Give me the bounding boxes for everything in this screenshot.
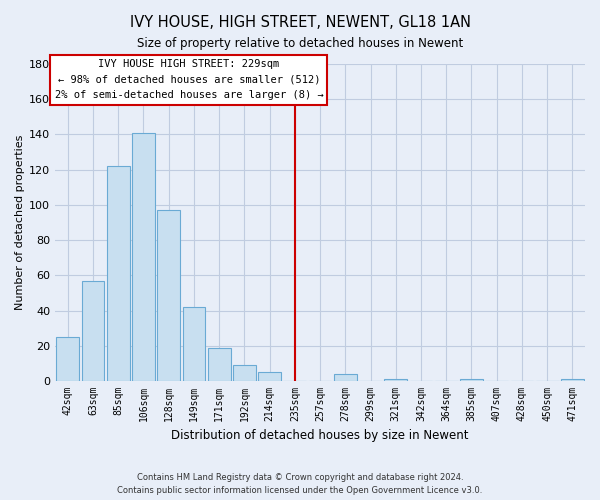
Bar (561, 380, 584, 381)
Bar (334, 374, 356, 381)
Bar (182, 307, 205, 381)
Bar (460, 380, 483, 381)
Bar (132, 132, 155, 381)
Text: Size of property relative to detached houses in Newent: Size of property relative to detached ho… (137, 38, 463, 51)
Y-axis label: Number of detached properties: Number of detached properties (15, 135, 25, 310)
Bar (233, 365, 256, 381)
Text: Contains HM Land Registry data © Crown copyright and database right 2024.
Contai: Contains HM Land Registry data © Crown c… (118, 474, 482, 495)
Bar (157, 210, 180, 381)
Text: IVY HOUSE HIGH STREET: 229sqm
← 98% of detached houses are smaller (512)
2% of s: IVY HOUSE HIGH STREET: 229sqm ← 98% of d… (55, 60, 323, 100)
Text: IVY HOUSE, HIGH STREET, NEWENT, GL18 1AN: IVY HOUSE, HIGH STREET, NEWENT, GL18 1AN (130, 15, 470, 30)
X-axis label: Distribution of detached houses by size in Newent: Distribution of detached houses by size … (172, 430, 469, 442)
Bar (56, 337, 79, 381)
Bar (82, 280, 104, 381)
Bar (385, 380, 407, 381)
Bar (258, 372, 281, 381)
Bar (107, 166, 130, 381)
Bar (208, 348, 230, 381)
